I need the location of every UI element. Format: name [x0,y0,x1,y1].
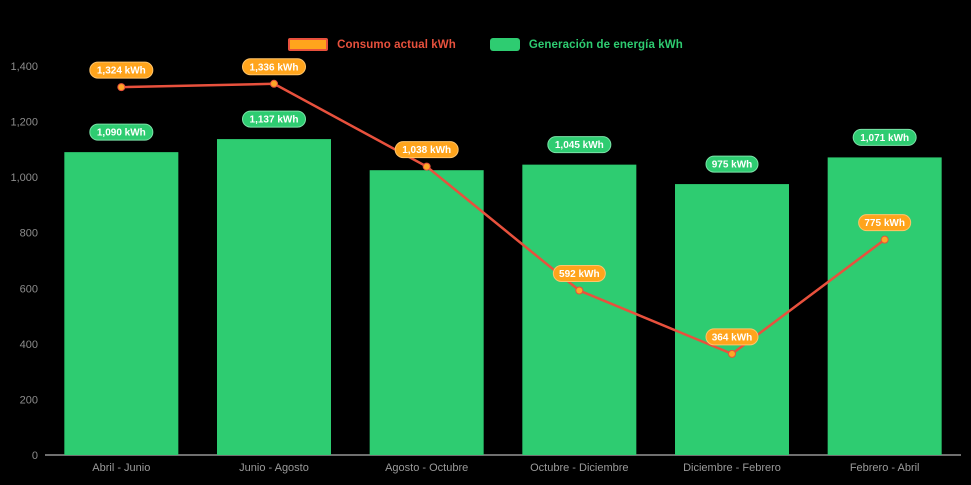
generacion-bar-3[interactable] [522,164,637,455]
generacion-bar-5[interactable] [827,157,942,456]
line-label-2 [394,141,459,159]
x-axis-label: Octubre - Diciembre [530,462,628,474]
legend-item-generacion[interactable]: Generación de energía kWh [489,38,683,51]
bar-label-4-text: 975 kWh [712,160,753,171]
consumo-point-3[interactable] [575,286,584,295]
line-label-0 [89,61,154,79]
y-tick-label: 200 [20,394,38,406]
consumo-legend-swatch-icon [288,38,329,51]
y-tick-label: 400 [20,339,38,351]
line-label-3-text: 592 kWh [559,269,600,280]
x-axis-label: Agosto - Octubre [385,462,468,474]
line-label-5-text: 775 kWh [864,218,905,229]
consumo-point-2[interactable] [422,162,431,171]
bar-label-5 [852,128,917,146]
y-tick-label: 1,200 [10,117,38,129]
consumo-point-4[interactable] [728,349,736,358]
y-tick-label: 600 [20,283,38,295]
bar-label-0-text: 1,090 kWh [97,128,146,139]
line-label-4-text: 364 kWh [712,332,753,343]
line-label-4 [705,328,759,346]
line-label-1 [242,58,306,76]
bar-label-1 [242,110,306,128]
y-tick-label: 1,000 [10,172,38,184]
consumo-point-5[interactable] [880,235,889,244]
consumo-point-1[interactable] [270,79,278,88]
x-axis-label: Junio - Agosto [239,462,309,474]
generacion-bar-1[interactable] [217,139,331,456]
generacion-legend-swatch-icon [489,38,520,51]
chart-legend: Consumo actual kWh Generación de energía… [0,38,971,51]
line-label-1-text: 1,336 kWh [250,62,299,73]
x-axis-label: Abril - Junio [92,462,150,474]
generacion-bar-0[interactable] [64,152,179,455]
x-axis-label: Febrero - Abril [850,462,920,474]
legend-item-consumo[interactable]: Consumo actual kWh [288,38,456,51]
y-tick-label: 0 [32,450,38,462]
generacion-bar-4[interactable] [675,184,789,455]
bar-label-1-text: 1,137 kWh [250,115,299,126]
line-label-5 [858,214,912,232]
generacion-bar-2[interactable] [369,170,484,456]
bar-label-4 [705,155,759,173]
y-tick-label: 800 [20,228,38,240]
legend-label-generacion: Generación de energía kWh [528,38,683,51]
bar-label-3 [547,136,612,154]
consumo-point-0[interactable] [117,83,126,92]
bar-label-3-text: 1,045 kWh [555,140,604,151]
y-tick-label: 1,400 [10,61,38,73]
line-label-0-text: 1,324 kWh [97,66,146,77]
legend-label-consumo: Consumo actual kWh [337,38,456,51]
bar-label-0 [89,123,154,141]
line-label-3 [552,265,606,283]
line-label-2-text: 1,038 kWh [402,145,451,156]
bar-label-5-text: 1,071 kWh [860,133,909,144]
x-axis-label: Diciembre - Febrero [683,462,781,474]
